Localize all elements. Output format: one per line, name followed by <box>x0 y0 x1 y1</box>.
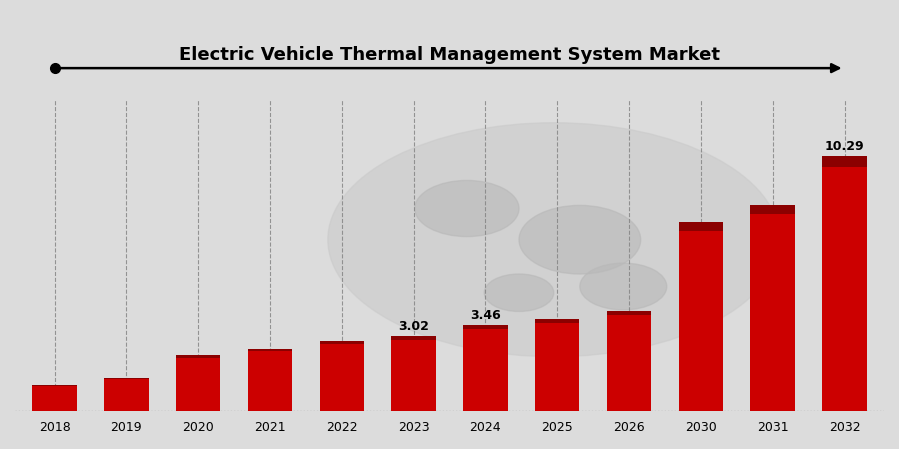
Bar <box>823 155 867 167</box>
Text: 3.02: 3.02 <box>398 320 429 333</box>
Bar <box>176 355 220 411</box>
Text: 10.29: 10.29 <box>824 140 864 153</box>
Bar <box>535 319 580 323</box>
Text: 3.46: 3.46 <box>470 309 501 322</box>
Bar <box>463 325 508 329</box>
Bar <box>391 336 436 339</box>
Bar <box>607 311 651 411</box>
Bar <box>104 378 148 379</box>
Title: Electric Vehicle Thermal Management System Market: Electric Vehicle Thermal Management Syst… <box>179 46 720 64</box>
Bar <box>248 349 292 352</box>
Bar <box>176 355 220 358</box>
Bar <box>679 222 723 231</box>
Bar <box>607 311 651 315</box>
Bar <box>463 325 508 411</box>
Bar <box>319 341 364 411</box>
Ellipse shape <box>414 180 519 237</box>
Bar <box>751 205 795 214</box>
Ellipse shape <box>485 274 554 312</box>
Bar <box>32 385 76 411</box>
Ellipse shape <box>328 123 779 357</box>
Bar <box>391 336 436 411</box>
Bar <box>32 385 76 386</box>
Bar <box>319 341 364 344</box>
Ellipse shape <box>519 205 641 274</box>
Bar <box>248 349 292 411</box>
Bar <box>104 378 148 411</box>
Bar <box>823 155 867 411</box>
Bar <box>679 222 723 411</box>
Bar <box>535 319 580 411</box>
Bar <box>751 205 795 411</box>
Ellipse shape <box>580 263 667 310</box>
